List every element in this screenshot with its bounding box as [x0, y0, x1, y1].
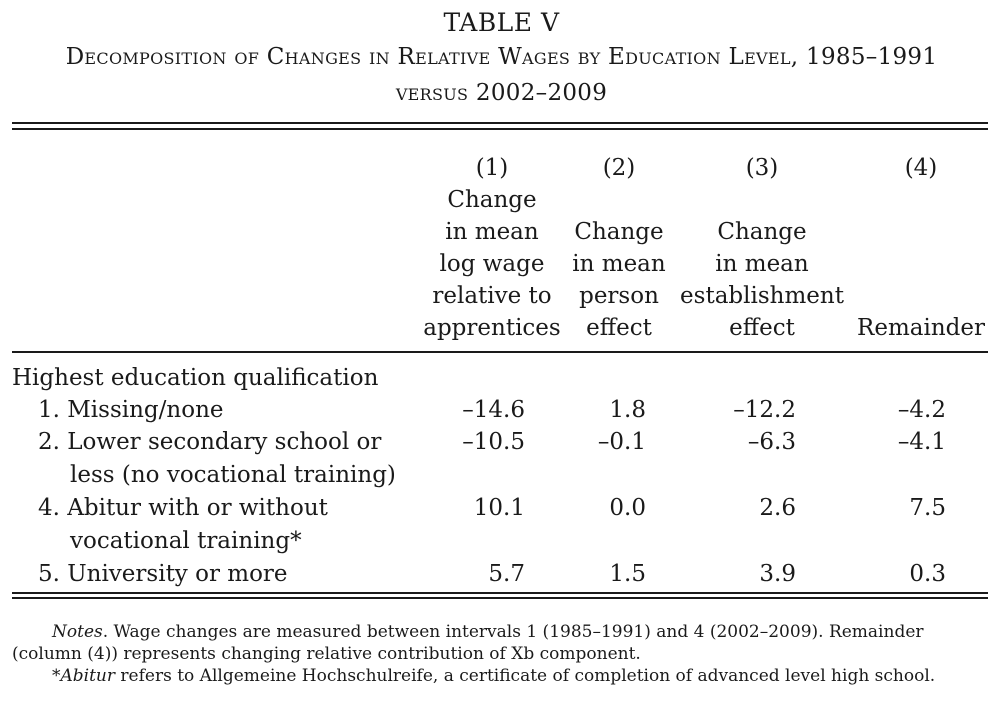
table-label: TABLE V — [443, 8, 560, 37]
row-label: 2. Lower secondary school or — [38, 429, 382, 455]
column-3-header: (3) Change in mean establishment effect — [674, 152, 850, 344]
column-2-header: (2) Change in mean person effect — [566, 152, 672, 344]
footnote-mark: * — [52, 666, 61, 686]
row-label: 1. Missing/none — [38, 397, 224, 423]
column-2-number: (2) — [602, 155, 636, 181]
column-1-heading-line: Change — [447, 187, 537, 213]
column-1-heading-line: log wage — [439, 251, 545, 277]
cell-col-3: 3.9 — [759, 561, 796, 587]
header-rule — [12, 351, 988, 353]
column-3-heading-line: effect — [729, 315, 795, 341]
cell-col-4: –4.1 — [897, 429, 946, 455]
cell-col-1: –10.5 — [462, 429, 525, 455]
cell-col-4: –4.2 — [897, 397, 946, 423]
column-2-heading-line: person — [579, 283, 659, 309]
cell-col-4: 7.5 — [909, 495, 946, 521]
column-4-header: (4) Remainder — [852, 152, 990, 344]
notes-line-1: Notes. Wage changes are measured between… — [52, 621, 924, 643]
footnote-term: Abitur — [60, 666, 116, 686]
cell-col-1: 10.1 — [473, 495, 525, 521]
cell-col-2: 1.5 — [609, 561, 646, 587]
column-3-heading-line: establishment — [680, 283, 844, 309]
column-4-heading-line: Remainder — [857, 315, 985, 341]
row-label: 5. University or more — [38, 561, 288, 587]
column-3-number: (3) — [745, 155, 779, 181]
cell-col-2: –0.1 — [597, 429, 646, 455]
table-title-line-1: Decomposition of Changes in Relative Wag… — [65, 44, 938, 70]
bottom-rule-thick — [12, 597, 988, 599]
column-2-heading-line: in mean — [572, 251, 666, 277]
top-rule-thick — [12, 122, 988, 124]
cell-col-1: –14.6 — [462, 397, 525, 423]
cell-col-4: 0.3 — [909, 561, 946, 587]
column-2-heading-line: effect — [586, 315, 652, 341]
top-rule-thin — [12, 128, 988, 130]
footnote-text: refers to Allgemeine Hochschulreife, a c… — [115, 666, 936, 686]
section-label: Highest education qualification — [12, 365, 379, 391]
cell-col-1: 5.7 — [488, 561, 525, 587]
column-1-heading-line: apprentices — [423, 315, 561, 341]
table-title-line-2: versus 2002–2009 — [395, 80, 608, 106]
column-3-heading-line: Change — [717, 219, 807, 245]
cell-col-3: 2.6 — [759, 495, 796, 521]
notes-label: Notes — [52, 622, 103, 642]
column-3-heading-line: in mean — [715, 251, 809, 277]
notes-text-2: (column (4)) represents changing relativ… — [12, 644, 641, 664]
bottom-rule-thin — [12, 592, 988, 594]
column-1-heading-line: relative to — [432, 283, 552, 309]
cell-col-2: 1.8 — [609, 397, 646, 423]
cell-col-3: –12.2 — [733, 397, 796, 423]
row-label-continued: less (no vocational training) — [70, 462, 396, 488]
row-label: 4. Abitur with or without — [38, 495, 328, 521]
cell-col-2: 0.0 — [609, 495, 646, 521]
column-1-number: (1) — [475, 155, 509, 181]
column-1-heading-line: in mean — [445, 219, 539, 245]
row-label-continued: vocational training* — [70, 528, 302, 554]
cell-col-3: –6.3 — [747, 429, 796, 455]
notes-text-1: . Wage changes are measured between inte… — [102, 622, 924, 642]
column-2-heading-line: Change — [574, 219, 664, 245]
column-1-header: (1) Change in mean log wage relative to … — [423, 152, 561, 344]
column-4-number: (4) — [904, 155, 938, 181]
footnote: *Abitur refers to Allgemeine Hochschulre… — [52, 665, 935, 687]
